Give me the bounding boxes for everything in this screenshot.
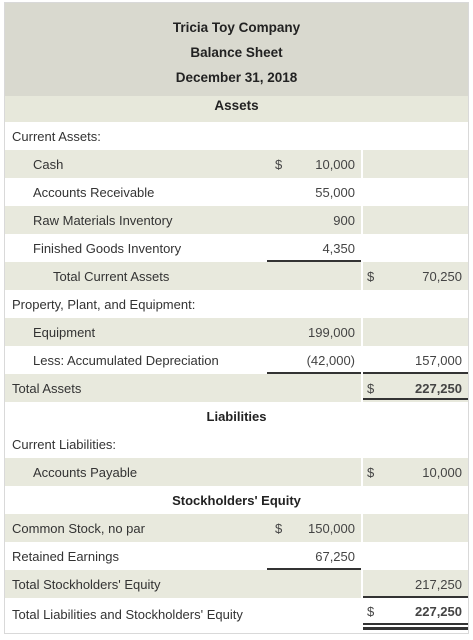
row-retained-earnings: Retained Earnings 67,250: [5, 542, 468, 570]
total: 227,250: [415, 381, 462, 396]
row-total-equity: Total Stockholders' Equity 217,250: [5, 570, 468, 598]
assets-band: [5, 96, 468, 122]
row-raw-materials: Raw Materials Inventory 900: [5, 206, 468, 234]
row-liabilities-heading: Liabilities: [5, 402, 468, 430]
total: 217,250: [415, 577, 462, 592]
row-total-assets: Total Assets $ 227,250: [5, 374, 468, 405]
dollar-sign: $: [367, 269, 375, 284]
subtotal-rule: [267, 568, 361, 570]
subtotal-rule: [267, 260, 361, 262]
row-total-current-assets: Total Current Assets $ 70,250: [5, 262, 468, 290]
row-ppe: Property, Plant, and Equipment:: [5, 290, 468, 318]
dollar-sign: $: [275, 521, 283, 536]
subtotal-rule: [267, 372, 361, 374]
row-label: Common Stock, no par: [12, 521, 145, 536]
row-label: Retained Earnings: [12, 549, 119, 564]
section-equity: Stockholders' Equity: [172, 493, 301, 508]
dollar-sign: $: [275, 157, 283, 172]
row-label: Current Liabilities:: [12, 437, 117, 452]
row-label: Total Stockholders' Equity: [12, 577, 161, 592]
total: 157,000: [415, 353, 462, 368]
row-common-stock: Common Stock, no par $ 150,000: [5, 514, 468, 542]
double-rule-bottom: [363, 627, 468, 630]
amount: 10,000: [315, 157, 355, 172]
row-total-liabilities-equity: Total Liabilities and Stockholders' Equi…: [5, 598, 468, 630]
dollar-sign: $: [367, 604, 375, 619]
total-rule: [363, 596, 468, 598]
row-label: Total Liabilities and Stockholders' Equi…: [12, 607, 243, 622]
total: 227,250: [415, 604, 462, 619]
amount: 199,000: [308, 325, 355, 340]
amount: 4,350: [322, 241, 355, 256]
row-finished-goods: Finished Goods Inventory 4,350: [5, 234, 468, 262]
amount: 900: [333, 213, 355, 228]
dollar-sign: $: [367, 381, 375, 396]
section-liabilities: Liabilities: [206, 409, 267, 424]
row-accounts-payable: Accounts Payable $ 10,000: [5, 458, 468, 486]
row-current-assets: Current Assets:: [5, 122, 468, 150]
row-label: Raw Materials Inventory: [33, 213, 173, 228]
row-label: Accounts Receivable: [33, 185, 155, 200]
company-name: Tricia Toy Company: [172, 20, 301, 35]
row-accumulated-depreciation: Less: Accumulated Depreciation (42,000) …: [5, 346, 468, 374]
double-rule-top: [363, 623, 468, 625]
row-label: Accounts Payable: [33, 465, 138, 480]
amount: 67,250: [315, 549, 355, 564]
amount: 55,000: [315, 185, 355, 200]
section-assets: Assets: [214, 98, 259, 113]
header-band: [5, 3, 468, 96]
amount: 150,000: [308, 521, 355, 536]
row-label: Total Assets: [12, 381, 82, 396]
total: 10,000: [422, 465, 462, 480]
row-label: Property, Plant, and Equipment:: [12, 297, 196, 312]
row-current-liabilities: Current Liabilities:: [5, 430, 468, 458]
row-equity-heading: Stockholders' Equity: [5, 486, 468, 514]
row-equipment: Equipment 199,000: [5, 318, 468, 346]
balance-sheet: Tricia Toy Company Balance Sheet Decembe…: [4, 2, 469, 634]
total: 70,250: [422, 269, 462, 284]
amount: (42,000): [306, 353, 355, 368]
row-label: Cash: [33, 157, 64, 172]
total-rule: [363, 372, 468, 374]
dollar-sign: $: [367, 465, 375, 480]
row-label: Finished Goods Inventory: [33, 241, 182, 256]
row-label: Less: Accumulated Depreciation: [33, 353, 219, 368]
row-accounts-receivable: Accounts Receivable 55,000: [5, 178, 468, 206]
row-label: Current Assets:: [12, 129, 101, 144]
statement-title: Balance Sheet: [190, 45, 283, 60]
row-label: Equipment: [33, 325, 96, 340]
statement-date: December 31, 2018: [175, 70, 298, 85]
row-cash: Cash $ 10,000: [5, 150, 468, 178]
double-rule-top: [363, 398, 468, 400]
row-label: Total Current Assets: [53, 269, 170, 284]
